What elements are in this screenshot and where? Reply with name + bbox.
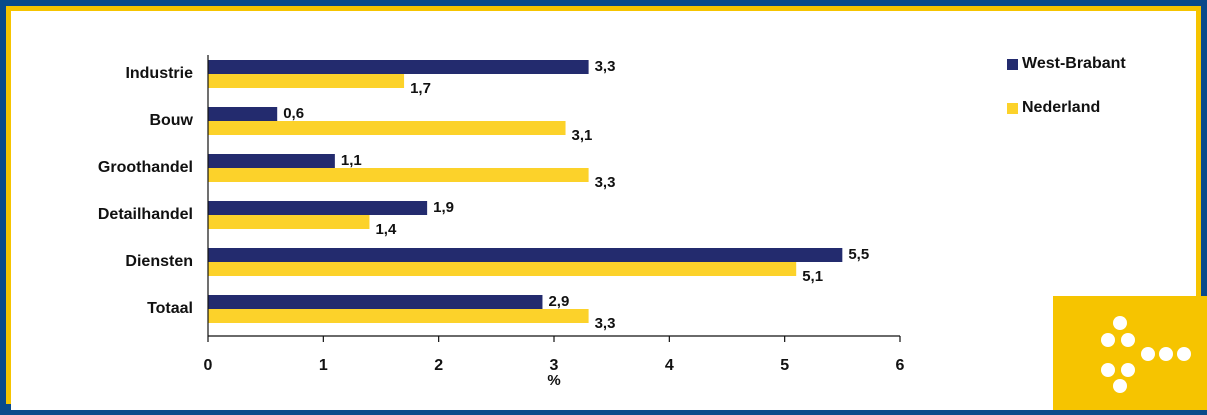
x-axis-label: %: [547, 372, 560, 389]
value-label: 3,3: [595, 315, 616, 332]
legend-item-west-brabant: West-Brabant: [1007, 55, 1126, 73]
bar-west-brabant: [208, 248, 843, 262]
x-tick-label: 6: [896, 357, 905, 374]
value-label: 5,5: [848, 246, 869, 263]
legend: West-Brabant Nederland: [1007, 55, 1126, 143]
category-label: Totaal: [147, 300, 193, 317]
legend-label-nederland: Nederland: [1022, 99, 1101, 116]
x-tick-label: 0: [204, 357, 213, 374]
bar-nederland: [208, 309, 589, 323]
value-label: 1,9: [433, 199, 454, 216]
bar-nederland: [208, 262, 797, 276]
value-label: 1,7: [410, 80, 431, 97]
bar-west-brabant: [208, 295, 543, 309]
bar-west-brabant: [208, 201, 428, 215]
x-tick-label: 4: [665, 357, 674, 374]
value-label: 0,6: [283, 105, 304, 122]
bar-nederland: [208, 74, 405, 88]
category-label: Bouw: [149, 112, 193, 129]
bar-nederland: [208, 121, 566, 135]
x-tick-label: 5: [780, 357, 789, 374]
category-label: Detailhandel: [98, 206, 193, 223]
legend-item-nederland: Nederland: [1007, 99, 1126, 117]
legend-swatch-west-brabant: [1007, 58, 1018, 70]
x-tick-label: 2: [434, 357, 443, 374]
bar-nederland: [208, 215, 370, 229]
value-label: 3,3: [595, 58, 616, 75]
value-label: 1,1: [341, 152, 362, 169]
logo: [1053, 296, 1207, 410]
bar-west-brabant: [208, 107, 278, 121]
legend-label-west-brabant: West-Brabant: [1022, 55, 1126, 72]
dots-arrow-icon: [1101, 316, 1191, 393]
category-label: Groothandel: [98, 159, 193, 176]
category-label: Diensten: [125, 253, 193, 270]
x-tick-label: 3: [550, 357, 559, 374]
value-label: 3,1: [572, 127, 593, 144]
value-label: 3,3: [595, 174, 616, 191]
value-label: 5,1: [802, 268, 823, 285]
bar-west-brabant: [208, 154, 335, 168]
legend-swatch-nederland: [1007, 102, 1018, 114]
x-tick-label: 1: [319, 357, 328, 374]
value-label: 1,4: [375, 221, 397, 238]
bar-nederland: [208, 168, 589, 182]
value-label: 2,9: [548, 293, 569, 310]
category-label: Industrie: [125, 65, 193, 82]
bar-west-brabant: [208, 60, 589, 74]
